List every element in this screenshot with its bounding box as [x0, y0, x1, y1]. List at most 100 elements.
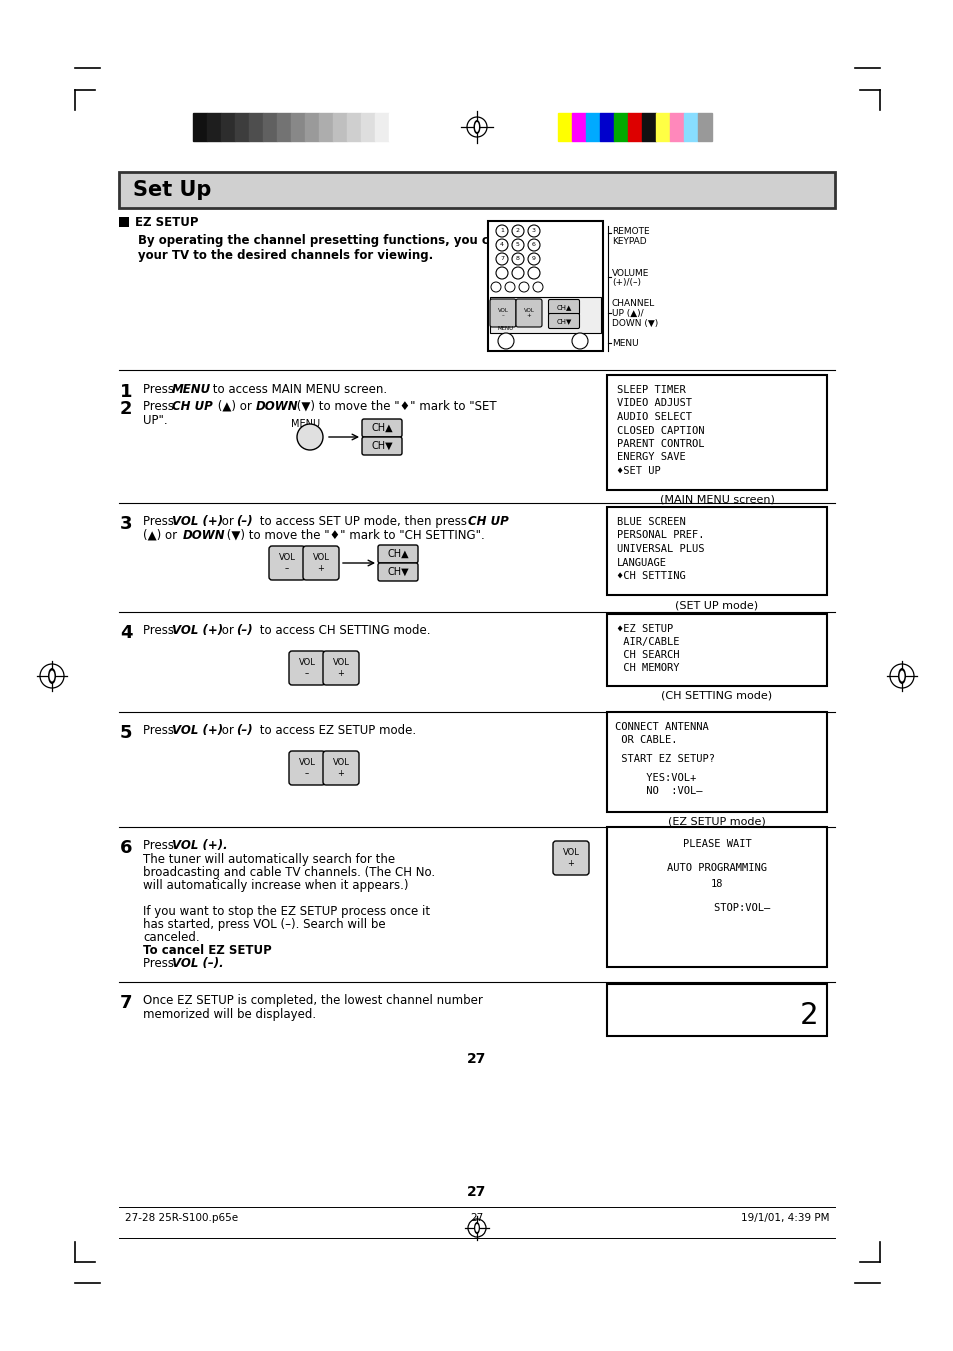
Text: Press: Press [143, 624, 177, 638]
Bar [490, 297, 600, 332]
Text: VOL
–: VOL – [298, 758, 315, 778]
Text: (▲) or: (▲) or [143, 530, 181, 542]
Text: MENU: MENU [172, 382, 211, 396]
Text: 7: 7 [499, 257, 503, 262]
Circle shape [491, 282, 500, 292]
Text: VOL
+: VOL + [333, 758, 349, 778]
Text: ENERGY SAVE: ENERGY SAVE [617, 453, 685, 462]
Text: 1: 1 [499, 228, 503, 234]
Text: (MAIN MENU screen): (MAIN MENU screen) [659, 494, 774, 505]
Circle shape [533, 282, 542, 292]
Circle shape [296, 424, 323, 450]
Bar [193, 113, 207, 141]
Text: canceled.: canceled. [143, 931, 199, 944]
Text: your TV to the desired channels for viewing.: your TV to the desired channels for view… [138, 249, 433, 262]
Text: UP (▲)/: UP (▲)/ [612, 308, 643, 317]
Text: Set Up: Set Up [132, 180, 212, 200]
Text: 9: 9 [532, 257, 536, 262]
Bar [641, 113, 656, 141]
Ellipse shape [475, 1224, 478, 1232]
Text: ♦EZ SETUP: ♦EZ SETUP [617, 624, 673, 634]
Text: SLEEP TIMER: SLEEP TIMER [617, 385, 685, 394]
Bar [263, 113, 276, 141]
Circle shape [512, 253, 523, 265]
Text: EZ SETUP: EZ SETUP [135, 216, 198, 228]
Text: 19/1/01, 4:39 PM: 19/1/01, 4:39 PM [740, 1213, 829, 1223]
FancyBboxPatch shape [303, 546, 338, 580]
Bar [221, 113, 234, 141]
Text: CH▼: CH▼ [371, 440, 393, 451]
Circle shape [527, 239, 539, 251]
Text: (▲) or: (▲) or [213, 400, 255, 413]
Bar [585, 113, 599, 141]
Text: Press: Press [143, 724, 177, 738]
Text: 3: 3 [532, 228, 536, 234]
Text: PARENT CONTROL: PARENT CONTROL [617, 439, 703, 449]
Text: VOL
–: VOL – [298, 658, 315, 678]
Text: DOWN (▼): DOWN (▼) [612, 319, 658, 327]
Text: Press: Press [143, 515, 177, 528]
Text: 3: 3 [120, 515, 132, 534]
Bar [606, 376, 826, 490]
Text: CH UP: CH UP [172, 400, 213, 413]
Text: (▼) to move the "♦" mark to "CH SETTING".: (▼) to move the "♦" mark to "CH SETTING"… [223, 530, 484, 542]
Bar [656, 113, 669, 141]
Text: 2: 2 [799, 1001, 818, 1029]
Circle shape [496, 267, 507, 280]
Text: CHANNEL: CHANNEL [612, 299, 655, 308]
Ellipse shape [48, 667, 56, 684]
Text: to access EZ SETUP mode.: to access EZ SETUP mode. [255, 724, 416, 738]
Text: 5: 5 [120, 724, 132, 742]
Text: VOL
–: VOL – [278, 554, 295, 573]
FancyBboxPatch shape [377, 563, 417, 581]
Text: Press: Press [143, 400, 177, 413]
FancyBboxPatch shape [553, 842, 588, 875]
Text: (–): (–) [235, 724, 253, 738]
FancyBboxPatch shape [289, 651, 325, 685]
Text: to access MAIN MENU screen.: to access MAIN MENU screen. [209, 382, 387, 396]
Circle shape [504, 282, 515, 292]
Text: CONNECT ANTENNA: CONNECT ANTENNA [615, 721, 708, 732]
Ellipse shape [474, 1223, 479, 1233]
Bar [305, 113, 318, 141]
Circle shape [527, 267, 539, 280]
Text: VOL (–).: VOL (–). [172, 957, 223, 970]
Bar [276, 113, 291, 141]
Text: REMOTE: REMOTE [612, 227, 649, 235]
Text: 6: 6 [532, 242, 536, 247]
Circle shape [496, 239, 507, 251]
Text: To cancel EZ SETUP: To cancel EZ SETUP [143, 944, 272, 957]
Text: AUDIO SELECT: AUDIO SELECT [617, 412, 691, 422]
Text: If you want to stop the EZ SETUP process once it: If you want to stop the EZ SETUP process… [143, 905, 430, 917]
Circle shape [572, 332, 587, 349]
Ellipse shape [897, 667, 905, 684]
Text: MENU: MENU [497, 327, 514, 331]
Bar [119, 218, 129, 227]
Text: VOL
+: VOL + [523, 308, 534, 319]
Bar [599, 113, 614, 141]
Text: (CH SETTING mode): (CH SETTING mode) [660, 690, 772, 701]
Circle shape [512, 226, 523, 236]
FancyBboxPatch shape [361, 419, 401, 436]
Bar [375, 113, 389, 141]
Ellipse shape [475, 122, 478, 132]
Bar [683, 113, 698, 141]
Text: CH▲: CH▲ [556, 304, 571, 309]
Bar [614, 113, 627, 141]
Text: VOLUME: VOLUME [612, 269, 649, 277]
Text: VOL
+: VOL + [313, 554, 329, 573]
Text: 2: 2 [120, 400, 132, 417]
Text: CH MEMORY: CH MEMORY [617, 663, 679, 673]
Text: 2: 2 [516, 228, 519, 234]
Bar [606, 507, 826, 594]
Text: 27: 27 [467, 1185, 486, 1198]
Text: VOL (+): VOL (+) [172, 515, 223, 528]
Text: (EZ SETUP mode): (EZ SETUP mode) [667, 817, 765, 827]
FancyBboxPatch shape [548, 300, 578, 315]
Text: (▼) to move the "♦" mark to "SET: (▼) to move the "♦" mark to "SET [293, 400, 497, 413]
Text: MENU: MENU [612, 339, 638, 347]
Bar [627, 113, 641, 141]
Text: VOL
+: VOL + [333, 658, 349, 678]
Circle shape [512, 267, 523, 280]
Text: 27: 27 [470, 1213, 483, 1223]
